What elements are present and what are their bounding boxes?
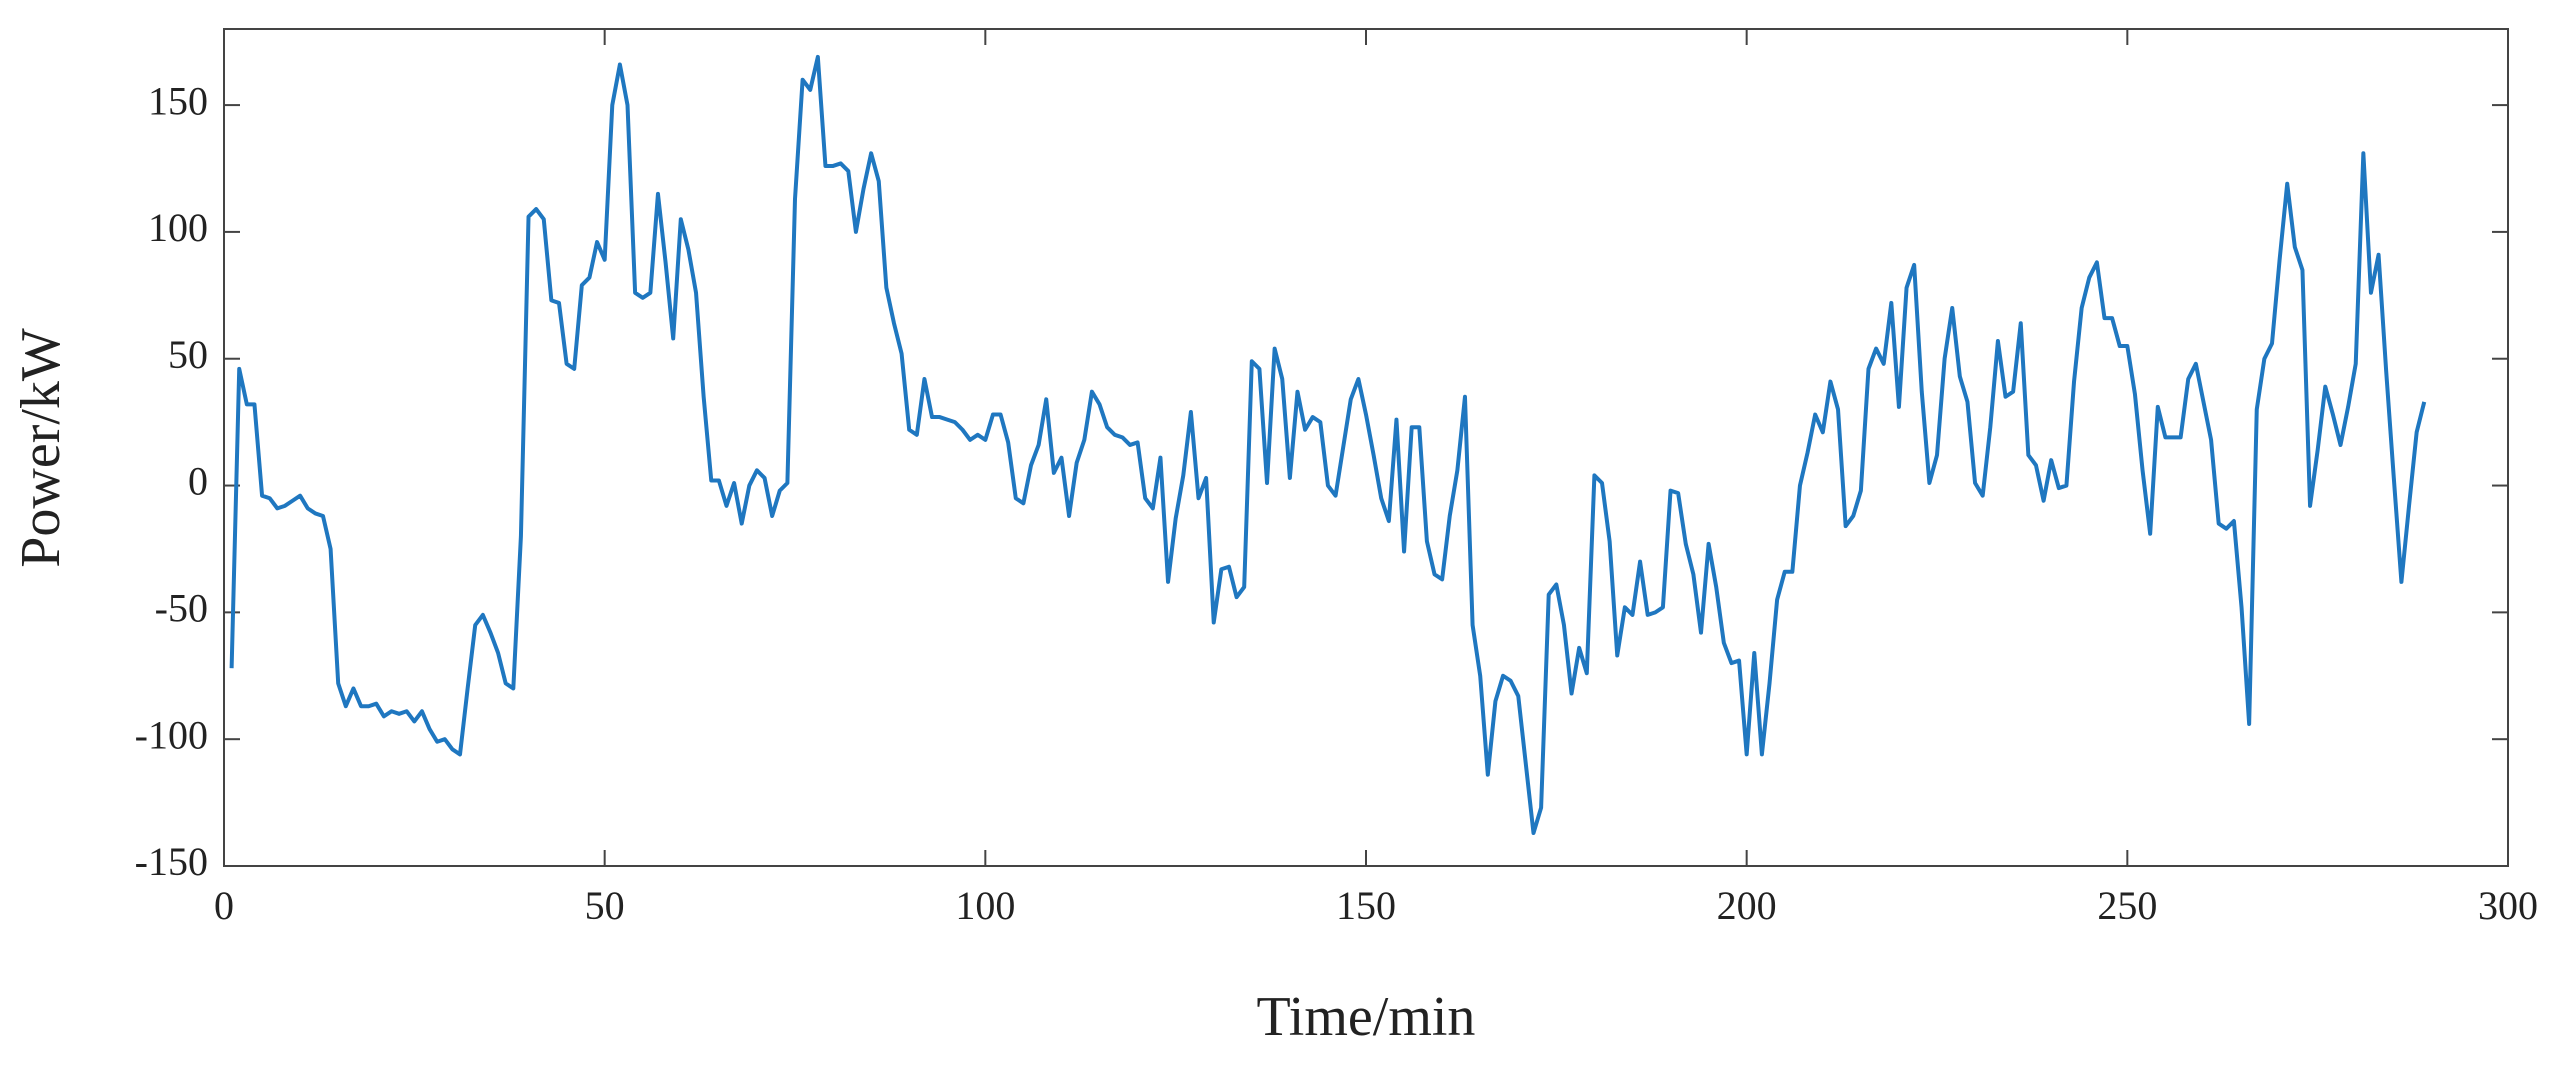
x-tick-label: 50	[585, 883, 625, 928]
x-tick-label: 250	[2097, 883, 2157, 928]
x-axis-title: Time/min	[1257, 986, 1476, 1048]
y-tick-label: -50	[155, 586, 208, 631]
plot-frame	[223, 28, 2509, 867]
x-tick-label: 200	[1717, 883, 1777, 928]
y-tick-label: -100	[135, 712, 208, 757]
x-tick-label: 150	[1336, 883, 1396, 928]
y-tick-label: 100	[148, 205, 208, 250]
x-tick-label: 0	[214, 883, 234, 928]
y-tick-label: 0	[188, 459, 208, 504]
y-tick-label: 150	[148, 78, 208, 123]
x-tick-label: 300	[2478, 883, 2538, 928]
data-line	[229, 54, 2427, 836]
y-axis-title: Power/kW	[10, 328, 72, 568]
y-tick-label: -150	[135, 839, 208, 884]
y-tick-label: 50	[168, 332, 208, 377]
x-tick-label: 100	[955, 883, 1015, 928]
